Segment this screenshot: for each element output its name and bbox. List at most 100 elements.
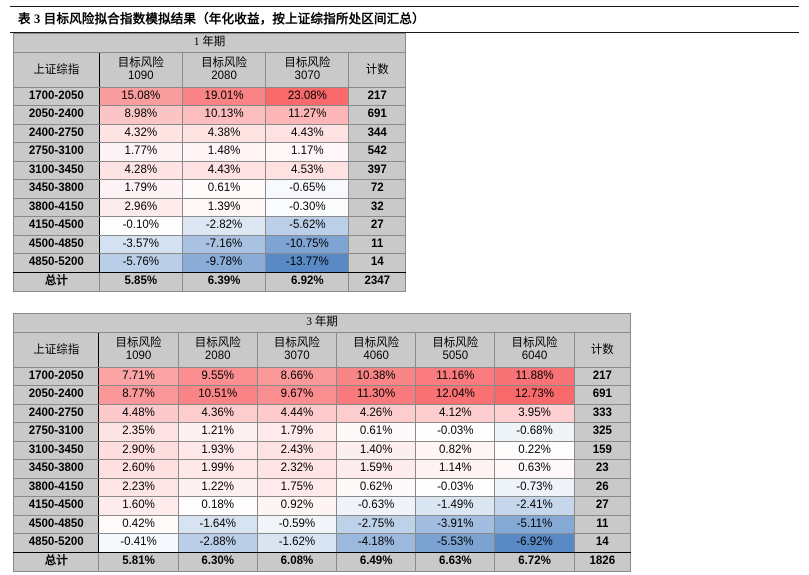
row-range-label: 4500-4850 [13,234,100,254]
data-cell: 1.79% [256,422,338,442]
column-header-code: 2080 [204,349,231,362]
column-header-3070: 目标风险 3070 [256,331,338,368]
data-cell: 15.08% [98,86,183,106]
column-header-3070: 目标风险 3070 [265,51,350,88]
row-count-cell: 27 [348,216,406,236]
data-cell: 1.77% [98,142,183,162]
row-range-label: 3100-3450 [13,160,100,180]
data-cell: -0.03% [415,422,496,442]
row-range-label: 4850-5200 [12,533,100,553]
data-cell: 4.38% [181,123,267,143]
row-range-label: 4850-5200 [13,253,100,273]
total-value-cell: 6.72% [494,551,575,572]
data-cell: -7.16% [181,234,267,254]
data-cell: -5.76% [98,253,183,273]
data-cell: -2.88% [177,533,258,553]
total-value-cell: 5.85% [98,271,183,292]
data-cell: -0.73% [494,477,575,497]
data-cell: -0.59% [256,514,338,534]
total-value-cell: 6.92% [265,271,350,292]
column-header-prefix: 目标风险 [284,56,331,69]
column-header-code: 4060 [363,349,389,362]
row-range-label: 3100-3450 [12,440,100,460]
data-cell: -10.75% [265,234,350,254]
data-cell: 2.35% [98,422,179,442]
data-cell: 23.08% [265,86,350,106]
data-cell: 3.95% [494,403,575,423]
total-label: 总计 [13,271,100,292]
column-header-6040: 目标风险 6040 [494,331,575,368]
column-header-code: 1090 [125,349,152,362]
column-header-prefix: 目标风险 [117,56,164,69]
data-cell: 10.13% [181,105,267,125]
row-range-label: 2400-2750 [13,123,100,143]
data-cell: -0.10% [98,216,183,236]
column-header-code: 6040 [521,349,548,362]
count-header-label: 计数 [573,331,632,368]
data-cell: 4.43% [181,160,267,180]
data-cell: -5.62% [265,216,350,236]
data-cell: 11.27% [265,105,350,125]
table-row: 2400-2750 4.48% 4.36% 4.44% 4.26% 4.12% 3.95% 3… [12,403,632,423]
data-cell: 9.67% [256,385,338,405]
data-cell: 0.61% [336,422,417,442]
table-row: 3450-3800 1.79% 0.61% -0.65% 72 [13,179,406,199]
column-header-prefix: 目标风险 [115,336,162,349]
data-cell: -13.77% [265,253,350,273]
column-header-prefix: 目标风险 [353,336,400,349]
row-range-label: 3800-4150 [12,477,100,497]
table-row: 4850-5200 -5.76% -9.78% -13.77% 14 [13,253,406,273]
data-cell: 1.59% [336,459,417,479]
total-count-cell: 2347 [348,271,406,292]
data-cell: -4.18% [336,533,417,553]
data-cell: 1.14% [415,459,496,479]
row-count-cell: 11 [348,234,406,254]
row-header-label: 上证综指 [13,51,100,88]
data-cell: 2.32% [256,459,338,479]
count-header-label: 计数 [348,51,406,88]
row-range-label: 3800-4150 [13,197,100,217]
table-row: 3800-4150 2.96% 1.39% -0.30% 32 [13,197,406,217]
total-value-cell: 6.30% [177,551,258,572]
data-cell: 10.51% [177,385,258,405]
row-range-label: 2050-2400 [13,105,100,125]
row-range-label: 4150-4500 [13,216,100,236]
total-value-cell: 6.08% [256,551,338,572]
data-cell: -1.62% [256,533,338,553]
data-cell: 0.63% [494,459,575,479]
table-row: 3100-3450 2.90% 1.93% 2.43% 1.40% 0.82% 0.22% 1… [12,440,632,460]
data-cell: 1.21% [177,422,258,442]
data-cell: -0.41% [98,533,179,553]
data-cell: 12.04% [415,385,496,405]
row-count-cell: 217 [348,86,406,106]
data-cell: 7.71% [98,366,179,386]
row-count-cell: 397 [348,160,406,180]
data-cell: 11.88% [494,366,575,386]
data-cell: 0.92% [256,496,338,516]
data-cell: -0.63% [336,496,417,516]
row-count-cell: 344 [348,123,406,143]
data-cell: 1.48% [181,142,267,162]
data-cell: -5.53% [415,533,496,553]
data-cell: 4.48% [98,403,179,423]
data-cell: -0.68% [494,422,575,442]
data-cell: 4.32% [98,123,183,143]
column-header-code: 2080 [211,69,237,82]
data-cell: -2.41% [494,496,575,516]
table-row: 3100-3450 4.28% 4.43% 4.53% 397 [13,160,406,180]
period-header-row: 1 年期 [13,33,406,53]
data-cell: 9.55% [177,366,258,386]
data-cell: -3.57% [98,234,183,254]
row-count-cell: 691 [348,105,406,125]
row-range-label: 4150-4500 [12,496,100,516]
data-cell: -1.49% [415,496,496,516]
data-cell: -0.03% [415,477,496,497]
column-header-1090: 目标风险 1090 [98,51,183,88]
table-row: 4150-4500 1.60% 0.18% 0.92% -0.63% -1.49% -2.4… [12,496,632,516]
total-row: 总计 5.81% 6.30% 6.08% 6.49% 6.63% 6.72% 1826 [12,551,632,572]
table-row: 2050-2400 8.98% 10.13% 11.27% 691 [13,105,406,125]
row-count-cell: 23 [573,459,632,479]
table-row: 2750-3100 1.77% 1.48% 1.17% 542 [13,142,406,162]
data-cell: 10.38% [336,366,417,386]
row-count-cell: 691 [573,385,632,405]
